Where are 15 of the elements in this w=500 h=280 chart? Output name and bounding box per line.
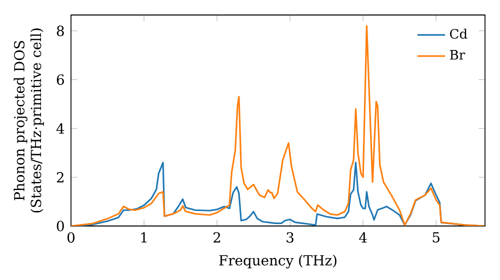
y-axis-title: Phonon projected DOS (States/THz·primitive cell) <box>14 28 44 212</box>
y-tick-label: 0 <box>56 220 64 232</box>
y-tick-label: 6 <box>56 74 64 85</box>
x-tick-label: 1 <box>141 232 146 243</box>
legend-label: Br <box>450 50 466 60</box>
legend-label: Cd <box>450 28 468 39</box>
y-tick-label: 2 <box>56 172 64 182</box>
x-tick-label: 2 <box>214 232 220 243</box>
x-tick-label: 0 <box>67 232 74 243</box>
y-tick-label: 8 <box>56 26 64 36</box>
y-tick-label: 4 <box>56 123 64 134</box>
x-tick-label: 5 <box>432 232 440 243</box>
x-axis-title: Frequency (THz) <box>219 254 336 268</box>
x-tick-label: 3 <box>286 232 294 243</box>
x-tick-label: 4 <box>359 232 367 243</box>
